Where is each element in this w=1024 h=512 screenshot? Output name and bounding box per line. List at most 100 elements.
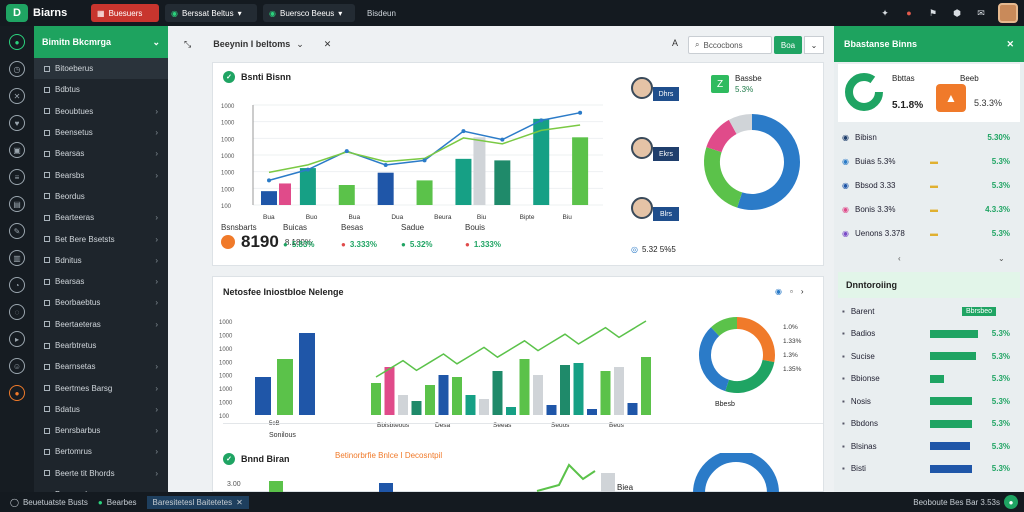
text-icon[interactable]: A: [672, 38, 679, 48]
sidebar-item-label: Beoubtues: [55, 106, 94, 116]
status-item-active[interactable]: Baresitetesl Baitetetes ✕: [146, 495, 249, 509]
sidebar-item[interactable]: Beoubtues ›: [34, 101, 168, 122]
metric-row[interactable]: ◉ Uenons 3.378 ▬ 5.3%: [842, 222, 1016, 244]
sidebar-item-label: Bet Bere Bsetsts: [55, 234, 115, 244]
monitor-row[interactable]: ▪ Bbionse 5.3%: [842, 368, 1016, 390]
shield-icon[interactable]: ⬢: [953, 7, 961, 18]
square-icon: [44, 363, 50, 370]
monitor-row[interactable]: ▪ Blsinas 5.3%: [842, 435, 1016, 457]
bar: [494, 160, 511, 205]
compass-icon[interactable]: ✕: [9, 88, 25, 104]
tools-icon[interactable]: ✦: [881, 7, 889, 18]
sidebar-item[interactable]: Bitoeberus: [34, 58, 168, 80]
box-icon[interactable]: ▣: [9, 142, 25, 158]
x-tick-label: Beus: [609, 422, 625, 429]
sidebar-item[interactable]: Bet Bere Bsetsts ›: [34, 228, 168, 249]
orange-dot-icon[interactable]: ●: [9, 385, 25, 401]
dropdown-button[interactable]: ⌄: [804, 36, 824, 54]
pen-icon[interactable]: ✎: [9, 223, 25, 239]
monitor-row[interactable]: ▪ Bbdons 5.3%: [842, 413, 1016, 435]
list-icon[interactable]: ≡: [9, 169, 25, 185]
avatar[interactable]: [998, 3, 1018, 23]
sidebar-item[interactable]: Bertomrus ›: [34, 441, 168, 462]
sidebar-item[interactable]: Beordus: [34, 186, 168, 207]
sidebar-item[interactable]: Beertmes Barsg ›: [34, 377, 168, 398]
row-icon: ▪: [842, 419, 845, 428]
sidebar-header[interactable]: Bimitn Bkcmrga ⌄: [34, 26, 168, 58]
sidebar-item[interactable]: Bearsas ›: [34, 143, 168, 164]
chevron-right-icon: ›: [155, 170, 158, 180]
metric-row[interactable]: ◉ Bbsod 3.33 ▬ 5.3%: [842, 174, 1016, 196]
metric-row[interactable]: ◉ Bibisn 5.30%: [842, 126, 1016, 148]
app-logo[interactable]: D: [6, 4, 28, 22]
row-label: Bonis 3.3%: [854, 204, 896, 214]
play-icon[interactable]: ▸: [9, 331, 25, 347]
line-point: [500, 137, 505, 142]
monitor-row[interactable]: ▪ Sucise 5.3%: [842, 345, 1016, 367]
sidebar-item[interactable]: Bearbtretus: [34, 335, 168, 356]
chat-icon[interactable]: ◌: [9, 304, 25, 320]
top-button-tertiary[interactable]: ◉ Buersco Beeus ▾: [263, 4, 355, 22]
pager-next[interactable]: ⌄: [998, 254, 1005, 263]
message-icon[interactable]: ✉: [977, 7, 985, 18]
chart-icon[interactable]: ▥: [9, 250, 25, 266]
sidebar-item[interactable]: Bearnsetas ›: [34, 356, 168, 377]
sub-donut: [693, 453, 779, 493]
alert-icon[interactable]: ⚑: [928, 7, 938, 18]
x-tick-label: Beura: [434, 214, 452, 221]
sidebar-item-label: Bearbtretus: [55, 341, 97, 350]
search-input[interactable]: ⌕ Bccocbons: [688, 36, 772, 54]
bar: [572, 137, 589, 205]
chevron-right-icon[interactable]: ›: [800, 287, 804, 296]
sidebar-item[interactable]: Beertaeteras ›: [34, 314, 168, 335]
monitor-row[interactable]: ▪ Badios 5.3%: [842, 323, 1016, 345]
sidebar-item[interactable]: Bearteeras ›: [34, 207, 168, 228]
go-button[interactable]: Boa: [774, 36, 802, 54]
sidebar-item-label: Beorbaebtus: [55, 298, 101, 308]
home-icon[interactable]: ●: [9, 34, 25, 50]
sidebar-item[interactable]: Beorbaebtus ›: [34, 292, 168, 313]
top-button-primary[interactable]: ▦ Buesuers: [91, 4, 159, 22]
expand-icon[interactable]: ▫: [789, 287, 793, 296]
top-link[interactable]: Bisdeun: [367, 8, 396, 18]
person-avatar: [631, 137, 653, 159]
green-badge-icon[interactable]: ●: [1004, 495, 1018, 509]
sidebar-item[interactable]: Beensetus ›: [34, 122, 168, 143]
x-tick-label: Dua: [391, 214, 403, 221]
square-icon: [44, 278, 50, 285]
timer-icon[interactable]: ◔: [9, 277, 25, 293]
donut-slice: [736, 317, 775, 363]
metric-row[interactable]: ◉ Buias 5.3% ▬ 5.3%: [842, 150, 1016, 172]
users-icon[interactable]: ☺: [9, 358, 25, 374]
donut-slice: [710, 317, 738, 337]
status-item[interactable]: ● Bearbes: [97, 497, 137, 507]
notification-icon[interactable]: ●: [906, 8, 912, 18]
refresh-icon[interactable]: ◉: [775, 287, 782, 296]
close-icon[interactable]: ✕: [323, 38, 332, 49]
row-value: 5.3%: [991, 329, 1010, 338]
heart-icon[interactable]: ♥: [9, 115, 25, 131]
clock-icon[interactable]: ◷: [9, 61, 25, 77]
collapse-icon[interactable]: ⤡: [184, 38, 192, 49]
box1-label: Bbttas: [892, 74, 915, 83]
pager-prev[interactable]: ‹: [898, 254, 901, 263]
stat-item: Besas ● 3.333%: [341, 223, 377, 249]
status-item[interactable]: ◯ Beuetuatste Busts: [10, 497, 88, 507]
close-icon[interactable]: ✕: [1006, 38, 1014, 49]
monitor-row[interactable]: ▪ Barent Bbrsbeo: [842, 300, 1016, 322]
sidebar-item[interactable]: Bdnitus ›: [34, 250, 168, 271]
sidebar-item[interactable]: Benrsbarbus ›: [34, 420, 168, 441]
card-title: ✓ Bsnti Bisnn: [223, 71, 291, 83]
monitor-row[interactable]: ▪ Nosis 5.3%: [842, 390, 1016, 412]
top-button-secondary[interactable]: ◉ Berssat Beltus ▾: [165, 4, 257, 22]
sidebar-item[interactable]: Bearsbs ›: [34, 164, 168, 185]
sidebar-item[interactable]: Bearsas ›: [34, 271, 168, 292]
monitor-row[interactable]: ▪ Bisti 5.3%: [842, 458, 1016, 480]
donut-label: 1.0%: [783, 324, 798, 331]
metric-row[interactable]: ◉ Bonis 3.3% ▬ 4.3.3%: [842, 198, 1016, 220]
sidebar-item[interactable]: Bdbtus: [34, 79, 168, 100]
sidebar-item[interactable]: Bdatus ›: [34, 399, 168, 420]
chevron-down-icon[interactable]: ⌄: [296, 38, 304, 49]
sidebar-item[interactable]: Beerte tit Bhords ›: [34, 463, 168, 484]
doc-icon[interactable]: ▤: [9, 196, 25, 212]
